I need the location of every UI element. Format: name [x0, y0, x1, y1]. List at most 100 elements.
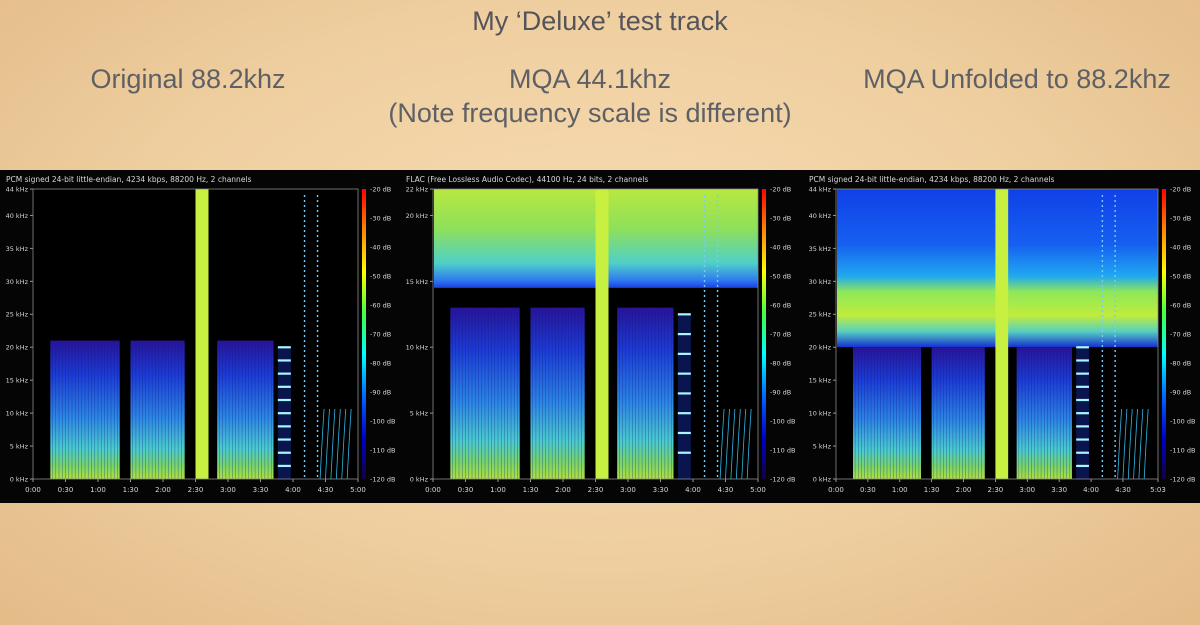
colorbar-label: -70 dB [1170, 331, 1191, 339]
tone-dot [703, 410, 706, 412]
tone-dot [716, 235, 719, 237]
colorbar-label: -20 dB [770, 186, 791, 194]
tone-dot [303, 400, 306, 402]
tone-dot [1101, 475, 1104, 477]
tone-dot [703, 325, 706, 327]
sweep-tail [1127, 408, 1133, 480]
tone-dot [1101, 435, 1104, 437]
y-tick-label: 15 kHz [809, 377, 832, 385]
tone-dot [1114, 315, 1116, 317]
tone-dot [1114, 410, 1116, 412]
x-tick-label: 0:30 [860, 486, 876, 494]
tone-dot [1114, 310, 1116, 312]
tone-dot [1114, 280, 1116, 282]
tone-dot [703, 300, 706, 302]
tone-dot [303, 255, 306, 257]
x-tick-label: 5:00 [350, 486, 366, 494]
tone-dot [1114, 460, 1116, 462]
colorbar-label: -90 dB [770, 389, 791, 397]
tone-dot [703, 355, 706, 357]
tone-dot [1114, 245, 1116, 247]
colorbar-label: -40 dB [1170, 244, 1191, 252]
x-tick-label: 4:30 [718, 486, 734, 494]
tone-dot [1114, 340, 1116, 342]
tone-dot [703, 450, 706, 452]
tone-dot [316, 235, 319, 237]
tone-dot [303, 195, 306, 197]
x-tick-label: 2:00 [155, 486, 171, 494]
tone-dot [303, 440, 306, 442]
tone-dot [1114, 365, 1116, 367]
tone-dot [303, 345, 306, 347]
tone-dot [703, 285, 706, 287]
tone-dot [316, 440, 319, 442]
tone-dot [303, 390, 306, 392]
tone-dot [316, 365, 319, 367]
spectrogram-svg: PCM signed 24-bit little-endian, 4234 kb… [809, 175, 1196, 494]
tone-dot [1101, 400, 1104, 402]
tone-dot [716, 255, 719, 257]
tone-dot [1101, 420, 1104, 422]
tone-dot [316, 460, 319, 462]
tone-dot [303, 215, 306, 217]
test-tone [277, 359, 291, 362]
tone-dot [716, 240, 719, 242]
tone-dot [1101, 210, 1104, 212]
tone-dot [316, 475, 319, 477]
tone-dot [716, 210, 719, 212]
tone-dot [1114, 305, 1116, 307]
tone-dot [716, 455, 719, 457]
tone-dot [303, 305, 306, 307]
tone-dot [316, 290, 319, 292]
tone-dot [316, 275, 319, 277]
colorbar [762, 189, 766, 479]
test-tone [1076, 412, 1089, 415]
tone-dot [716, 315, 719, 317]
colorbar-label: -70 dB [770, 331, 791, 339]
tone-dot [303, 465, 306, 467]
x-tick-label: 5:00 [750, 486, 766, 494]
tone-dot [316, 355, 319, 357]
tone-dot [1114, 220, 1116, 222]
tone-dot [716, 450, 719, 452]
test-tone [677, 313, 691, 316]
tone-dot [1101, 270, 1104, 272]
tone-dot [1114, 240, 1116, 242]
x-tick-label: 3:30 [653, 486, 669, 494]
tone-dot [716, 410, 719, 412]
colorbar-label: -120 dB [1170, 476, 1195, 484]
x-tick-label: 4:30 [1115, 486, 1131, 494]
plot-frame [432, 188, 759, 480]
tone-dot [703, 260, 706, 262]
tone-dot [703, 405, 706, 407]
tone-dot [1114, 270, 1116, 272]
x-tick-label: 2:30 [588, 486, 604, 494]
test-tone [677, 431, 691, 435]
test-tone [277, 451, 291, 454]
tone-dot [703, 455, 706, 457]
tone-dot [303, 320, 306, 322]
sweep-tail [725, 408, 730, 480]
x-tick-label: 1:00 [90, 486, 106, 494]
tone-dot [716, 380, 719, 382]
test-tone [1076, 451, 1089, 454]
tone-dot [716, 325, 719, 327]
tone-dot [303, 245, 306, 247]
spectrogram-svg: FLAC (Free Lossless Audio Codec), 44100 … [406, 175, 796, 494]
tone-dot [316, 435, 319, 437]
tone-dot [1101, 275, 1104, 277]
y-tick-label: 0 kHz [410, 476, 429, 484]
tone-dot [1101, 200, 1104, 202]
tone-dot [1114, 385, 1116, 387]
tone-dot [1114, 470, 1116, 472]
tone-dot [1114, 300, 1116, 302]
caption-original: Original 88.2khz [38, 62, 338, 96]
tone-dot [303, 450, 306, 452]
y-tick-label: 20 kHz [6, 344, 29, 352]
tone-dot [316, 385, 319, 387]
tone-dot [316, 415, 319, 417]
y-tick-label: 20 kHz [406, 212, 429, 220]
tone-dot [316, 265, 319, 267]
slide-title: My ‘Deluxe’ test track [472, 6, 728, 36]
tone-dot [316, 320, 319, 322]
